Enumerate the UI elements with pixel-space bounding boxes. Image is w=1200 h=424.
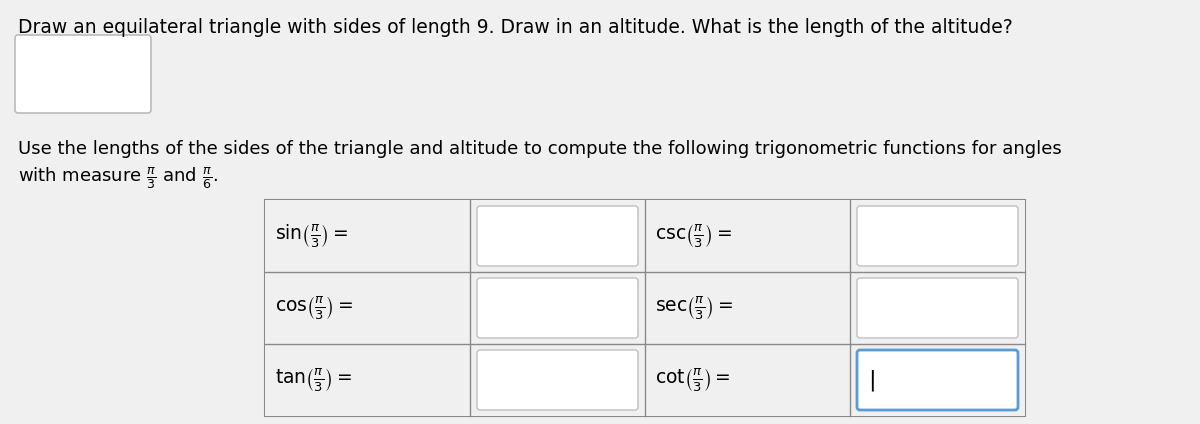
Bar bbox=[265, 272, 470, 344]
Bar bbox=[850, 344, 1025, 416]
FancyBboxPatch shape bbox=[857, 278, 1018, 338]
Text: $\sec\!\left(\frac{\pi}{3}\right) =$: $\sec\!\left(\frac{\pi}{3}\right) =$ bbox=[655, 294, 733, 322]
Bar bbox=[265, 200, 470, 272]
FancyBboxPatch shape bbox=[478, 350, 638, 410]
Bar bbox=[470, 272, 646, 344]
FancyBboxPatch shape bbox=[857, 206, 1018, 266]
Bar bbox=[646, 272, 850, 344]
FancyBboxPatch shape bbox=[857, 350, 1018, 410]
Text: |: | bbox=[868, 369, 876, 391]
Text: $\cot\!\left(\frac{\pi}{3}\right) =$: $\cot\!\left(\frac{\pi}{3}\right) =$ bbox=[655, 366, 731, 393]
Bar bbox=[265, 200, 1025, 416]
Text: $\csc\!\left(\frac{\pi}{3}\right) =$: $\csc\!\left(\frac{\pi}{3}\right) =$ bbox=[655, 222, 732, 250]
Text: $\tan\!\left(\frac{\pi}{3}\right) =$: $\tan\!\left(\frac{\pi}{3}\right) =$ bbox=[275, 366, 353, 393]
Text: Use the lengths of the sides of the triangle and altitude to compute the followi: Use the lengths of the sides of the tria… bbox=[18, 140, 1062, 158]
FancyBboxPatch shape bbox=[478, 206, 638, 266]
Bar bbox=[850, 272, 1025, 344]
Text: $\sin\!\left(\frac{\pi}{3}\right) =$: $\sin\!\left(\frac{\pi}{3}\right) =$ bbox=[275, 222, 348, 250]
Bar bbox=[470, 344, 646, 416]
Bar bbox=[850, 200, 1025, 272]
Bar bbox=[646, 200, 850, 272]
Bar bbox=[646, 344, 850, 416]
FancyBboxPatch shape bbox=[478, 278, 638, 338]
Bar bbox=[265, 344, 470, 416]
Bar bbox=[470, 200, 646, 272]
Text: $\cos\!\left(\frac{\pi}{3}\right) =$: $\cos\!\left(\frac{\pi}{3}\right) =$ bbox=[275, 294, 353, 322]
Text: Draw an equilateral triangle with sides of length 9. Draw in an altitude. What i: Draw an equilateral triangle with sides … bbox=[18, 18, 1013, 37]
FancyBboxPatch shape bbox=[14, 35, 151, 113]
Text: with measure $\frac{\pi}{3}$ and $\frac{\pi}{6}$.: with measure $\frac{\pi}{3}$ and $\frac{… bbox=[18, 165, 218, 191]
